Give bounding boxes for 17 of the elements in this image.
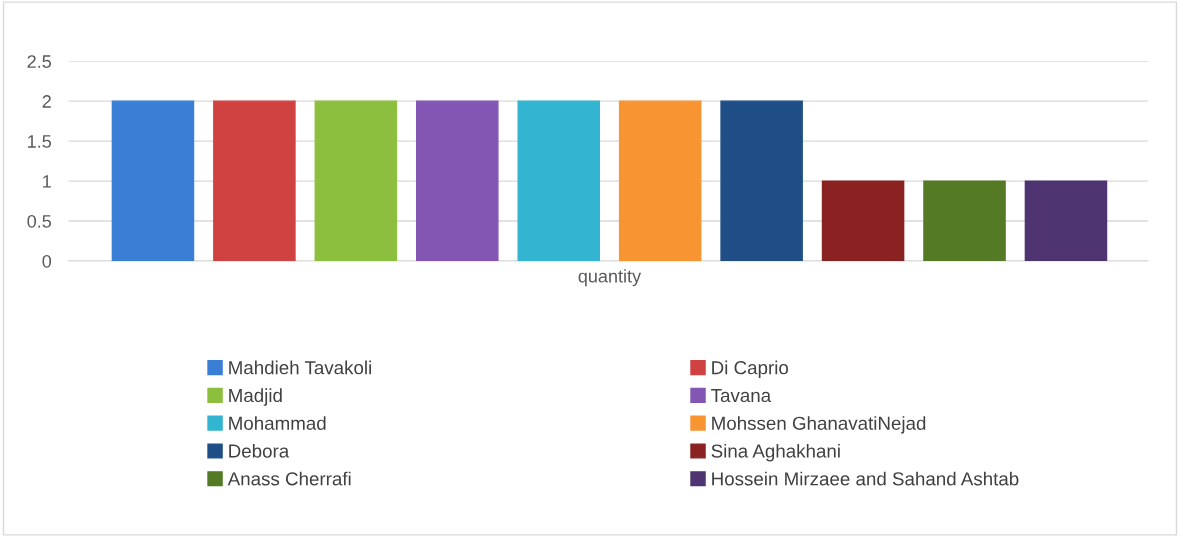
legend-label: Madjid [229,388,282,406]
legend-label: Mohssen GhanavatiNejad [712,416,926,434]
legend-label: Mahdieh Tavakoli [229,360,371,375]
legend-label: Di Caprio [712,360,789,379]
legend-label: Sina Aghakhani [711,443,840,462]
y-tick-label: 1 [43,175,51,188]
legend-label: Debora [229,443,290,458]
legend-label: Mohammad [229,416,326,430]
y-tick-label: 2 [42,95,51,108]
y-tick-label: 1.5 [28,135,52,148]
y-tick-label: 0 [42,254,52,268]
legend-label: Anass Cherrafi [227,471,351,486]
y-tick-label: 0.5 [27,214,52,228]
y-tick-label: 2.5 [27,55,52,68]
x-tick-label: quantity [578,269,642,287]
legend-label: Hossein Mirzaee and Sahand Ashtab [712,471,1019,486]
legend-label: Tavana [711,389,772,403]
